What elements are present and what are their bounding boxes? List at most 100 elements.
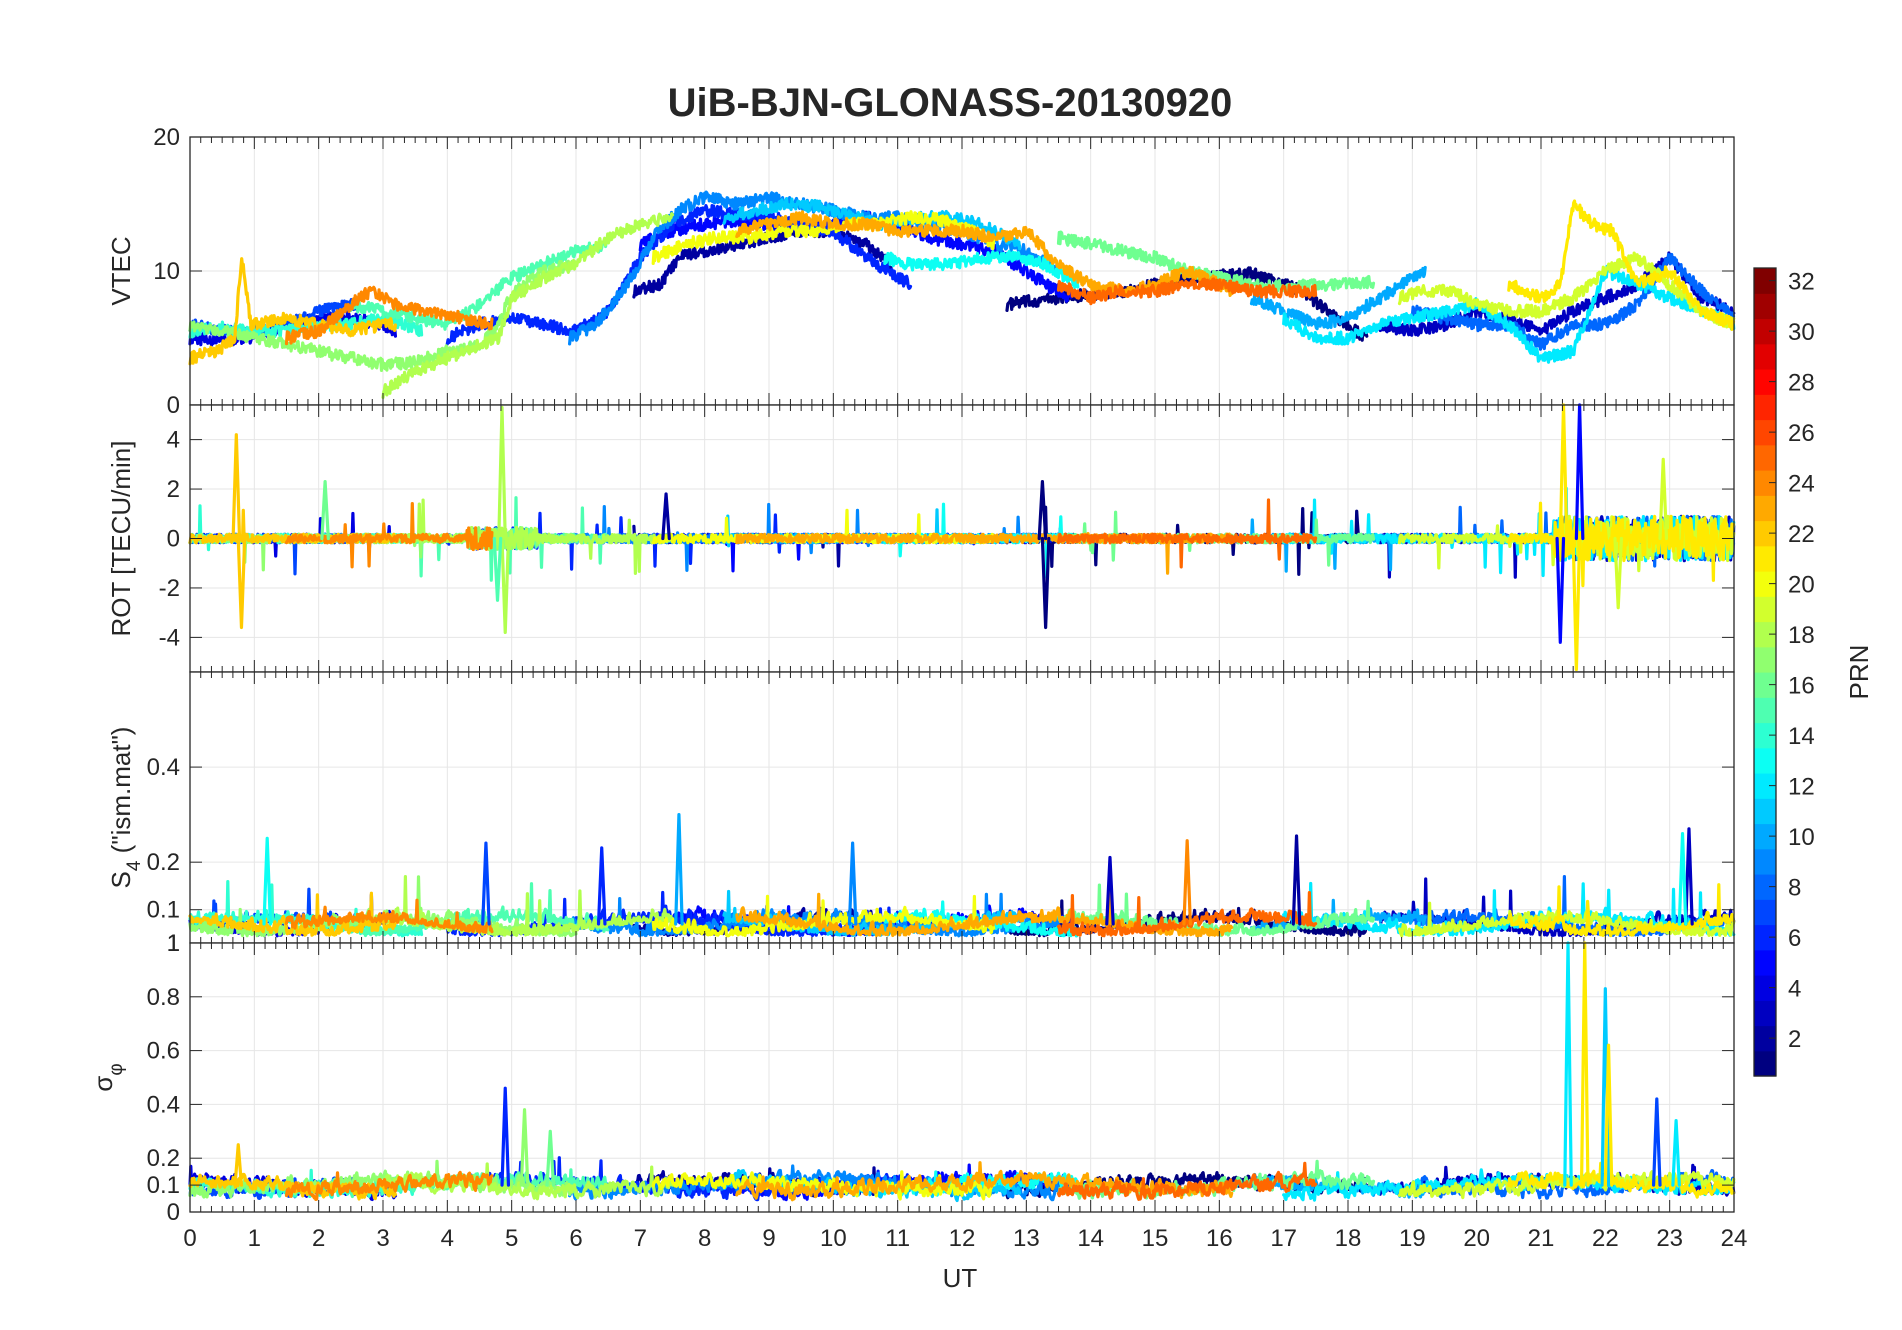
colorbar-swatch-26: [1754, 419, 1776, 446]
series-line-prn-8: [1410, 252, 1736, 351]
y-axis: 00.10.2 0.4 0.6 0.8 1: [147, 930, 1734, 1226]
x-tick-label: 19: [1399, 1225, 1426, 1252]
colorbar-tick-label: 28: [1788, 370, 1815, 397]
colorbar-tick-label: 16: [1788, 673, 1815, 700]
series-line-prn-20: [651, 894, 996, 938]
chart-title: UiB-BJN-GLONASS-20130920: [668, 81, 1233, 125]
spike-prn-3: [1684, 827, 1694, 926]
colorbar-swatch-21: [1754, 545, 1776, 572]
x-tick-label: 1: [248, 1225, 261, 1252]
spike-prn-7: [1651, 1097, 1662, 1187]
x-ticks: [189, 405, 1735, 672]
spike-prn-21: [1571, 536, 1582, 672]
spike-prn-22: [236, 536, 247, 630]
colorbar-tick-label: 22: [1788, 521, 1815, 548]
x-tick-label: 22: [1592, 1225, 1619, 1252]
x-tick-label: 3: [376, 1225, 389, 1252]
y-tick-label: 1: [167, 930, 180, 957]
spike-prn-5: [1555, 536, 1566, 644]
colorbar-swatch-30: [1754, 318, 1776, 345]
y-tick-label: 0: [167, 392, 180, 419]
spike-prn-2: [661, 492, 671, 541]
x-tick-label: 15: [1142, 1225, 1169, 1252]
spike-prn-17: [519, 1108, 530, 1187]
colorbar-tick-label: 24: [1788, 471, 1815, 498]
spike-prn-18: [500, 536, 511, 635]
spike-prn-10: [674, 813, 684, 926]
colorbar-tick-label: 32: [1788, 269, 1815, 296]
x-tick-label: 10: [820, 1225, 847, 1252]
series-group: [188, 190, 1736, 399]
y-axis-label: S4 ("ism.mat"): [106, 727, 145, 889]
spike-prn-19: [1658, 457, 1669, 541]
series-line-prn-19: [1397, 251, 1736, 329]
colorbar-tick-label: 30: [1788, 319, 1815, 346]
x-tick-label: 6: [569, 1225, 582, 1252]
y-tick-label: 2: [167, 476, 180, 503]
series-line-prn-25: [1056, 277, 1318, 306]
colorbar-swatch-16: [1754, 672, 1776, 698]
spike-prn-12: [1671, 1118, 1681, 1187]
series-group: [188, 813, 1736, 938]
spike-prn-3: [1105, 855, 1115, 926]
spike-prn-21: [1603, 1043, 1614, 1187]
colorbar-swatch-4: [1754, 975, 1776, 1001]
grid: [190, 672, 1734, 943]
y-tick-label: 20: [153, 124, 180, 151]
colorbar-swatch-20: [1754, 571, 1776, 597]
series-line-prn-21: [1507, 199, 1736, 331]
x-tick-label: 7: [634, 1225, 647, 1252]
series-line-prn-16: [1056, 230, 1376, 294]
colorbar-border: [1753, 267, 1777, 1077]
x-tick-label: 17: [1270, 1225, 1297, 1252]
series-line-prn-24: [284, 285, 494, 346]
spike-prn-22: [233, 1143, 244, 1187]
colorbar-swatch-10: [1754, 823, 1776, 850]
x-tick-labels: 0 1 2 3 4 5 6 7 8 9 10 11 12 13 14 15 16 17 18 19 20 21 22 23 24: [183, 1225, 1747, 1252]
colorbar-tick-label: 14: [1788, 723, 1815, 750]
spike-prn-22: [231, 433, 242, 541]
colorbar-label: PRN: [1844, 645, 1874, 700]
spike-prn-9: [847, 841, 858, 926]
y-tick-label: 0.1: [147, 1172, 180, 1199]
spike-prn-6: [596, 846, 607, 926]
colorbar-swatch-7: [1754, 899, 1776, 926]
colorbar-swatch-14: [1754, 722, 1776, 749]
y-tick-label: 10: [153, 258, 180, 285]
x-tick-label: 4: [441, 1225, 454, 1252]
spike-prn-13: [262, 836, 273, 926]
y-tick-label: 0.4: [147, 1091, 180, 1118]
series-line-prn-22: [188, 257, 397, 366]
panel-rot: -4 -2 0 2 4 ROT [TECU/min]: [106, 403, 1736, 673]
y-tick-label: 0.4: [147, 754, 180, 781]
colorbar-tick-label: 18: [1788, 622, 1815, 649]
y-tick-label: 0: [167, 1199, 180, 1226]
series-line-prn-13: [883, 250, 1080, 289]
series-line-prn-10: [1249, 265, 1427, 331]
x-tick-label: 8: [698, 1225, 711, 1252]
series-line-prn-24: [284, 502, 494, 569]
x-ticks: [189, 137, 1735, 405]
colorbar-swatch-29: [1754, 343, 1776, 370]
series-line-prn-21: [1507, 1161, 1736, 1199]
series-group: [188, 941, 1736, 1203]
x-tick-label: 12: [949, 1225, 976, 1252]
y-tick-label: -4: [159, 624, 180, 651]
colorbar-swatch-23: [1754, 495, 1776, 522]
colorbar-swatch-25: [1754, 444, 1776, 471]
y-tick-label: 0: [167, 526, 180, 553]
series-line-prn-24: [284, 898, 494, 934]
series-line-prn-23: [735, 210, 1234, 298]
y-tick-label: 0.1: [147, 897, 180, 924]
colorbar-swatch-12: [1754, 773, 1776, 799]
x-tick-label: 14: [1077, 1225, 1104, 1252]
series-line-prn-25: [1056, 890, 1318, 938]
x-tick-label: 21: [1528, 1225, 1555, 1252]
x-tick-label: 24: [1721, 1225, 1748, 1252]
colorbar-swatch-24: [1754, 470, 1776, 496]
colorbar-swatch-6: [1754, 924, 1776, 951]
colorbar-swatch-11: [1754, 798, 1776, 825]
colorbar-swatch-2: [1754, 1025, 1776, 1052]
